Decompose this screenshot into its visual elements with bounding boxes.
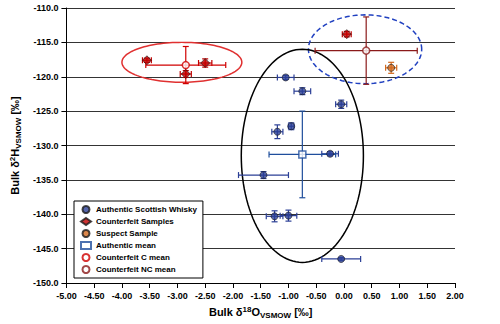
svg-text:Authentic Scottish Whisky: Authentic Scottish Whisky — [96, 205, 197, 214]
svg-text:-4.50: -4.50 — [84, 291, 105, 301]
svg-text:-120.0: -120.0 — [33, 72, 59, 82]
svg-text:1.00: 1.00 — [391, 291, 409, 301]
svg-text:VSMOW: VSMOW — [14, 117, 23, 149]
svg-text:2.00: 2.00 — [446, 291, 464, 301]
svg-text:Suspect Sample: Suspect Sample — [96, 229, 158, 238]
svg-text:-2.50: -2.50 — [195, 291, 216, 301]
svg-text:1.50: 1.50 — [418, 291, 436, 301]
svg-text:[‰]: [‰] — [291, 306, 313, 318]
svg-text:Bulk δ: Bulk δ — [9, 161, 21, 195]
svg-text:0.00: 0.00 — [335, 291, 353, 301]
svg-text:-110.0: -110.0 — [33, 3, 58, 13]
svg-text:H: H — [9, 149, 21, 157]
svg-text:-150.0: -150.0 — [33, 278, 59, 288]
svg-text:-1.00: -1.00 — [278, 291, 299, 301]
svg-text:Authentic mean: Authentic mean — [96, 241, 156, 250]
svg-text:-115.0: -115.0 — [33, 37, 58, 47]
svg-text:-130.0: -130.0 — [33, 141, 59, 151]
svg-text:-0.50: -0.50 — [306, 291, 327, 301]
svg-text:[‰]: [‰] — [9, 96, 21, 118]
svg-text:-3.00: -3.00 — [167, 291, 188, 301]
svg-text:-5.00: -5.00 — [56, 291, 77, 301]
html-text:18O: 18O — [242, 304, 260, 318]
svg-text:2: 2 — [7, 156, 17, 162]
svg-text:0.50: 0.50 — [363, 291, 381, 301]
svg-text:Counterfeit C mean: Counterfeit C mean — [96, 253, 170, 262]
svg-text:-125.0: -125.0 — [33, 106, 59, 116]
svg-text:-3.50: -3.50 — [139, 291, 160, 301]
svg-text:Counterfeit Samples: Counterfeit Samples — [96, 217, 174, 226]
svg-text:-1.50: -1.50 — [250, 291, 271, 301]
svg-text:-145.0: -145.0 — [33, 244, 59, 254]
svg-text:VSMOW: VSMOW — [260, 311, 292, 320]
svg-text:-140.0: -140.0 — [33, 209, 59, 219]
svg-text:Bulk δ: Bulk δ — [209, 306, 243, 318]
svg-text:-135.0: -135.0 — [33, 175, 59, 185]
svg-text:-4.00: -4.00 — [112, 291, 133, 301]
svg-text:-2.00: -2.00 — [223, 291, 244, 301]
svg-text:Counterfeit NC mean: Counterfeit NC mean — [96, 265, 176, 274]
